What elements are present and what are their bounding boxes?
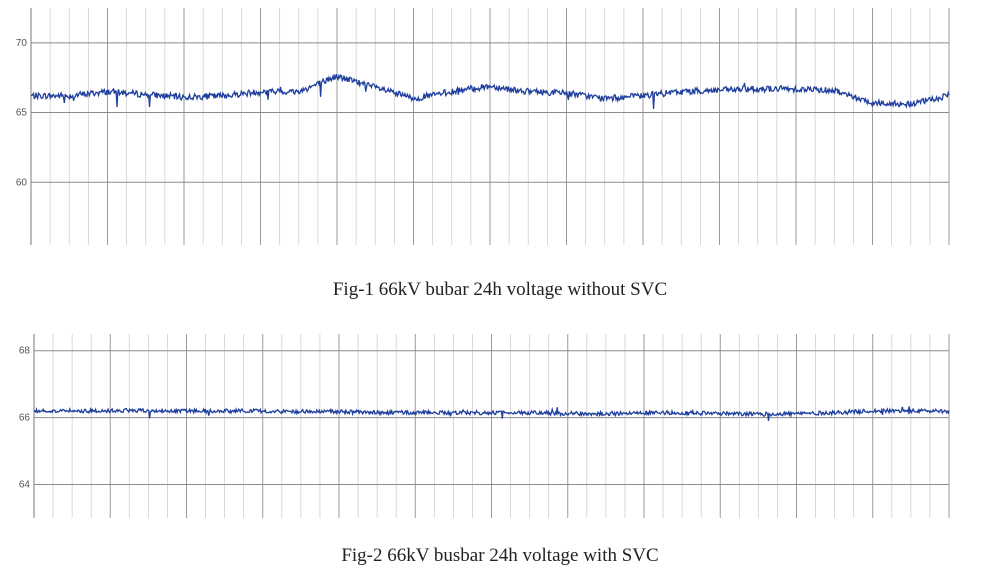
chart-2: 64 66 68 xyxy=(0,330,1000,520)
chart-1-caption: Fig-1 66kV bubar 24h voltage without SVC xyxy=(332,279,668,300)
chart-1-plot: 60 65 70 xyxy=(16,8,950,245)
y-tick-label: 65 xyxy=(16,108,28,119)
chart-2-plot: 64 66 68 xyxy=(19,334,950,518)
y-tick-label: 64 xyxy=(19,480,31,491)
series-line xyxy=(33,406,950,421)
chart-2-caption: Fig-2 66kV busbar 24h voltage with SVC xyxy=(341,545,659,566)
y-tick-label: 66 xyxy=(19,413,31,424)
y-tick-label: 70 xyxy=(16,38,28,49)
series-line xyxy=(30,73,950,110)
y-tick-label: 60 xyxy=(16,177,28,188)
y-tick-label: 68 xyxy=(19,346,31,357)
chart-1: 60 65 70 xyxy=(0,0,1000,250)
